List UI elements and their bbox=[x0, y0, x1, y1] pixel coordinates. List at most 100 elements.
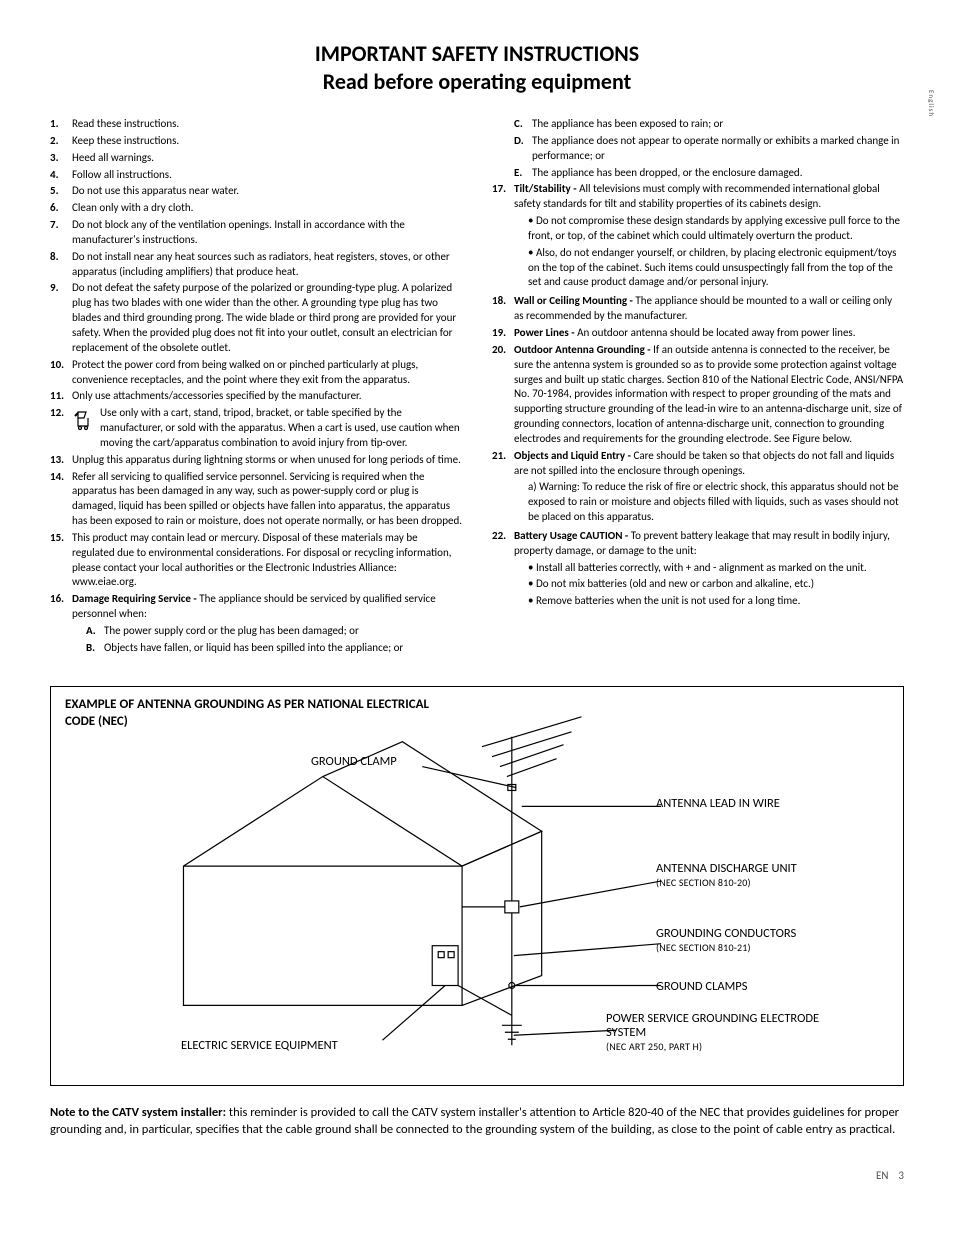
item-number: 17. bbox=[492, 182, 514, 292]
item-body: Wall or Ceiling Mounting - The appliance… bbox=[514, 294, 904, 324]
label-grounding-conductors-text: GROUNDING CONDUCTORS bbox=[656, 926, 796, 941]
bullet-item: Do not mix batteries (old and new or car… bbox=[528, 577, 904, 592]
item-number: 8. bbox=[50, 250, 72, 280]
sub-letter: C. bbox=[514, 117, 532, 132]
item-body: Damage Requiring Service - The appliance… bbox=[72, 592, 462, 657]
footer-lang: EN bbox=[876, 1169, 888, 1182]
instruction-item: 15.This product may contain lead or merc… bbox=[50, 531, 462, 590]
item-number: 14. bbox=[50, 470, 72, 529]
bullet-list: Install all batteries correctly, with + … bbox=[514, 561, 904, 610]
instruction-item: 12.Use only with a cart, stand, tripod, … bbox=[50, 406, 462, 451]
item-number: 11. bbox=[50, 389, 72, 404]
item-number: 1. bbox=[50, 117, 72, 132]
sub-text: Objects have fallen, or liquid has been … bbox=[104, 641, 403, 656]
sub-text: The power supply cord or the plug has be… bbox=[104, 624, 359, 639]
left-column: 1.Read these instructions.2.Keep these i… bbox=[50, 117, 462, 660]
item-body: Read these instructions. bbox=[72, 117, 462, 132]
item-number: 7. bbox=[50, 218, 72, 248]
lettered-item: E.The appliance has been dropped, or the… bbox=[492, 166, 904, 181]
label-discharge-unit: ANTENNA DISCHARGE UNIT (NEC SECTION 810-… bbox=[656, 862, 797, 891]
instruction-item: 22.Battery Usage CAUTION - To prevent ba… bbox=[492, 529, 904, 611]
sub-letter: A. bbox=[86, 624, 104, 639]
title-line2: Read before operating equipment bbox=[323, 68, 631, 95]
label-power-service: POWER SERVICE GROUNDING ELECTRODE SYSTEM… bbox=[606, 1012, 836, 1055]
instruction-item: 7.Do not block any of the ventilation op… bbox=[50, 218, 462, 248]
item-lead: Power Lines - bbox=[514, 326, 577, 339]
item-number: 21. bbox=[492, 449, 514, 527]
instruction-item: 16.Damage Requiring Service - The applia… bbox=[50, 592, 462, 657]
page-footer: EN 3 bbox=[50, 1169, 904, 1184]
item-body: Clean only with a dry cloth. bbox=[72, 201, 462, 216]
label-grounding-conductors-sub: (NEC SECTION 810-21) bbox=[656, 941, 751, 954]
item-body: Only use attachments/accessories specifi… bbox=[72, 389, 462, 404]
item-body: Outdoor Antenna Grounding - If an outsid… bbox=[514, 343, 904, 447]
instruction-columns: 1.Read these instructions.2.Keep these i… bbox=[50, 117, 904, 660]
note-lead: Note to the CATV system installer: bbox=[50, 1105, 226, 1120]
footer-page: 3 bbox=[898, 1169, 904, 1182]
instruction-item: 13.Unplug this apparatus during lightnin… bbox=[50, 453, 462, 468]
item-number: 19. bbox=[492, 326, 514, 341]
sub-item: a) Warning: To reduce the risk of fire o… bbox=[528, 480, 904, 525]
item-body: Do not defeat the safety purpose of the … bbox=[72, 281, 462, 355]
instruction-item: 10.Protect the power cord from being wal… bbox=[50, 358, 462, 388]
item-body: Do not use this apparatus near water. bbox=[72, 184, 462, 199]
label-grounding-conductors: GROUNDING CONDUCTORS (NEC SECTION 810-21… bbox=[656, 927, 796, 956]
item-body: Follow all instructions. bbox=[72, 168, 462, 183]
label-electric-service: ELECTRIC SERVICE EQUIPMENT bbox=[181, 1039, 338, 1053]
item-lead: Outdoor Antenna Grounding - bbox=[514, 343, 653, 356]
sub-text: The appliance has been exposed to rain; … bbox=[532, 117, 723, 132]
item-body: Do not install near any heat sources suc… bbox=[72, 250, 462, 280]
lettered-sublist: A.The power supply cord or the plug has … bbox=[72, 624, 462, 656]
item-number: 16. bbox=[50, 592, 72, 657]
item-body: This product may contain lead or mercury… bbox=[72, 531, 462, 590]
label-power-service-text: POWER SERVICE GROUNDING ELECTRODE SYSTEM bbox=[606, 1011, 819, 1040]
sub-text: The appliance has been dropped, or the e… bbox=[532, 166, 802, 181]
label-power-service-sub: (NEC ART 250, PART H) bbox=[606, 1040, 702, 1053]
instruction-item: 5.Do not use this apparatus near water. bbox=[50, 184, 462, 199]
sub-letter: B. bbox=[86, 641, 104, 656]
bullet-list: Do not compromise these design standards… bbox=[514, 214, 904, 290]
language-side-label: English bbox=[927, 90, 936, 117]
instruction-item: 9.Do not defeat the safety purpose of th… bbox=[50, 281, 462, 355]
item-body: Protect the power cord from being walked… bbox=[72, 358, 462, 388]
sub-text: The appliance does not appear to operate… bbox=[532, 134, 904, 164]
item-number: 18. bbox=[492, 294, 514, 324]
item-lead: Damage Requiring Service - bbox=[72, 592, 199, 605]
item-number: 15. bbox=[50, 531, 72, 590]
instruction-item: 18.Wall or Ceiling Mounting - The applia… bbox=[492, 294, 904, 324]
instruction-item: 19.Power Lines - An outdoor antenna shou… bbox=[492, 326, 904, 341]
item-lead: Battery Usage CAUTION - bbox=[514, 529, 631, 542]
bullet-item: Remove batteries when the unit is not us… bbox=[528, 594, 904, 609]
lettered-item: A.The power supply cord or the plug has … bbox=[86, 624, 462, 639]
instruction-item: 1.Read these instructions. bbox=[50, 117, 462, 132]
item-body: Keep these instructions. bbox=[72, 134, 462, 149]
instruction-item: 8.Do not install near any heat sources s… bbox=[50, 250, 462, 280]
lettered-item: B.Objects have fallen, or liquid has bee… bbox=[86, 641, 462, 656]
item-number: 10. bbox=[50, 358, 72, 388]
label-discharge-unit-sub: (NEC SECTION 810-20) bbox=[656, 876, 751, 889]
item-lead: Wall or Ceiling Mounting - bbox=[514, 294, 635, 307]
label-discharge-unit-text: ANTENNA DISCHARGE UNIT bbox=[656, 861, 797, 876]
bullet-item: Do not compromise these design standards… bbox=[528, 214, 904, 244]
instruction-item: 21.Objects and Liquid Entry - Care shoul… bbox=[492, 449, 904, 527]
item-body: Heed all warnings. bbox=[72, 151, 462, 166]
item-number: 6. bbox=[50, 201, 72, 216]
sub-letter: D. bbox=[514, 134, 532, 164]
cart-tipover-icon bbox=[72, 408, 96, 437]
item-number: 4. bbox=[50, 168, 72, 183]
item-body: Use only with a cart, stand, tripod, bra… bbox=[72, 406, 462, 451]
item-number: 13. bbox=[50, 453, 72, 468]
item-body: Refer all servicing to qualified service… bbox=[72, 470, 462, 529]
item-body: Power Lines - An outdoor antenna should … bbox=[514, 326, 904, 341]
item-body: Battery Usage CAUTION - To prevent batte… bbox=[514, 529, 904, 611]
instruction-item: 6.Clean only with a dry cloth. bbox=[50, 201, 462, 216]
item-number: 5. bbox=[50, 184, 72, 199]
item-number: 22. bbox=[492, 529, 514, 611]
item-body: Tilt/Stability - All televisions must co… bbox=[514, 182, 904, 292]
instruction-item: 3.Heed all warnings. bbox=[50, 151, 462, 166]
antenna-grounding-figure: EXAMPLE OF ANTENNA GROUNDING AS PER NATI… bbox=[50, 686, 904, 1086]
lettered-item: D.The appliance does not appear to opera… bbox=[492, 134, 904, 164]
item-number: 9. bbox=[50, 281, 72, 355]
title-line1: IMPORTANT SAFETY INSTRUCTIONS bbox=[315, 40, 639, 67]
page-title: IMPORTANT SAFETY INSTRUCTIONS Read befor… bbox=[50, 40, 904, 95]
